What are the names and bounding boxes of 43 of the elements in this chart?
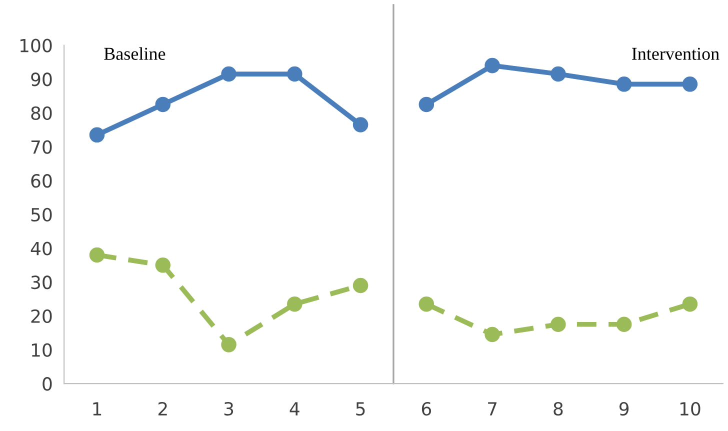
point — [287, 296, 302, 312]
point — [550, 316, 566, 332]
x-tick-label: 5 — [356, 402, 365, 416]
point — [550, 66, 566, 82]
x-tick-label: 1 — [93, 402, 102, 416]
point — [221, 337, 236, 352]
point — [221, 66, 236, 82]
y-tick-label: 50 — [31, 208, 52, 222]
y-tick-label: 40 — [30, 242, 52, 256]
x-tick-label: 8 — [554, 402, 563, 416]
x-tick-label: 3 — [224, 402, 234, 416]
point — [682, 296, 698, 312]
point — [352, 117, 368, 132]
point — [418, 296, 434, 312]
x-tick-label: 6 — [422, 402, 432, 416]
point — [352, 278, 368, 294]
point — [616, 316, 632, 332]
point — [89, 247, 105, 263]
y-tick-label: 80 — [31, 106, 52, 120]
point — [682, 76, 698, 92]
y-tick-label: 60 — [31, 174, 52, 188]
point — [418, 96, 434, 112]
y-tick-label: 70 — [31, 140, 52, 154]
y-tick-label: 100 — [20, 38, 52, 52]
annotation: Baseline — [104, 47, 166, 60]
x-tick-label: 9 — [619, 402, 629, 416]
annotation: Intervention — [632, 48, 720, 60]
point — [155, 258, 171, 273]
y-tick-label: 90 — [31, 72, 52, 86]
point — [155, 96, 171, 112]
point — [89, 127, 105, 143]
y-tick-label: 20 — [31, 309, 52, 324]
point — [484, 326, 500, 342]
y-tick-label: 0 — [42, 377, 52, 391]
x-tick-label: 4 — [290, 402, 300, 416]
y-tick-label: 10 — [32, 343, 52, 357]
x-tick-label: 7 — [488, 402, 497, 416]
x-tick-label: 2 — [158, 402, 167, 416]
point — [287, 66, 302, 82]
point — [484, 58, 500, 74]
x-tick-label: 10 — [680, 402, 700, 416]
point — [616, 76, 632, 92]
y-tick-label: 30 — [31, 276, 52, 290]
